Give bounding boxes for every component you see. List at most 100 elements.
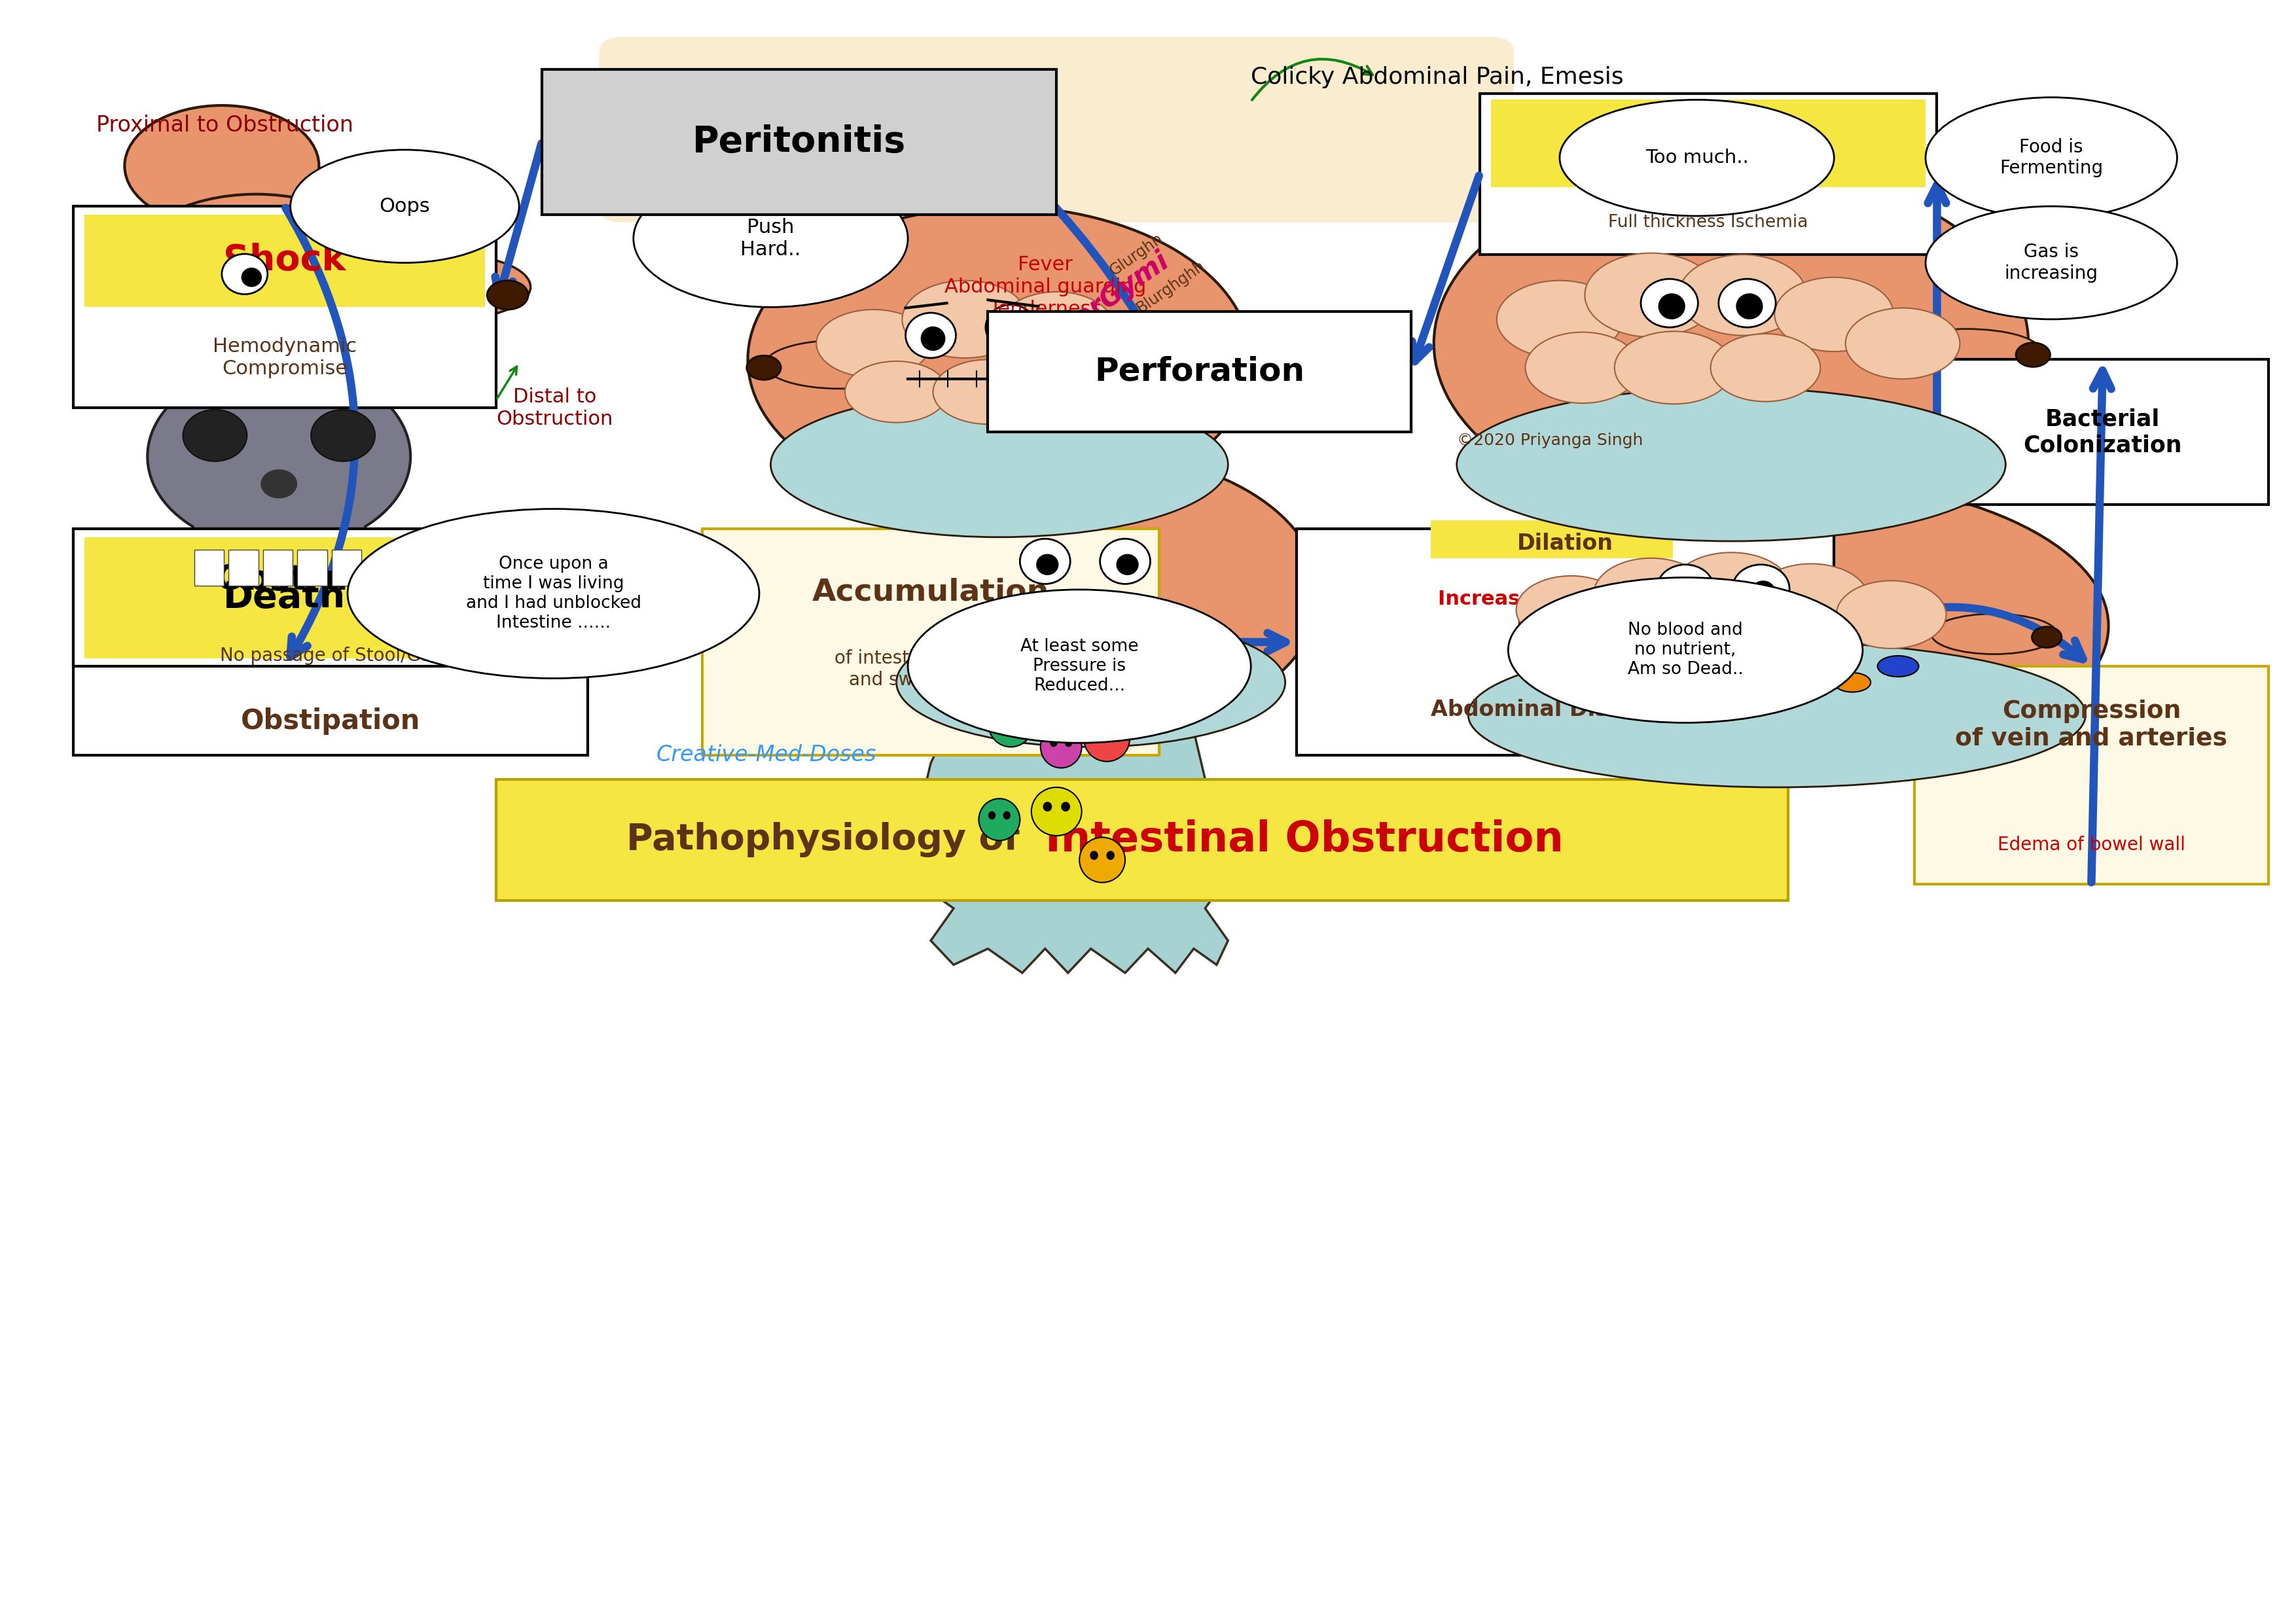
Ellipse shape (1100, 539, 1150, 584)
Ellipse shape (999, 292, 1114, 364)
Ellipse shape (1692, 649, 1727, 667)
Ellipse shape (1835, 672, 1871, 691)
Ellipse shape (154, 183, 289, 271)
Text: Intestinal Obstruction: Intestinal Obstruction (1045, 820, 1564, 860)
Text: Pathophysiology of: Pathophysiology of (627, 823, 1033, 857)
Ellipse shape (895, 618, 1286, 747)
Ellipse shape (1584, 253, 1717, 338)
Text: Abdominal Distension: Abdominal Distension (1430, 700, 1699, 721)
Ellipse shape (347, 510, 760, 678)
Ellipse shape (1042, 802, 1052, 812)
Text: Necrosis: Necrosis (1630, 127, 1786, 157)
FancyBboxPatch shape (73, 206, 496, 407)
Ellipse shape (765, 341, 914, 388)
Ellipse shape (487, 281, 528, 310)
Ellipse shape (1754, 563, 1869, 633)
Ellipse shape (1107, 850, 1114, 860)
Text: Push
Hard..: Push Hard.. (739, 217, 801, 260)
Ellipse shape (370, 255, 530, 320)
Ellipse shape (907, 589, 1251, 743)
Text: Blurghghh: Blurghghh (1134, 258, 1208, 316)
Ellipse shape (1456, 388, 2007, 540)
Text: Perforation: Perforation (1095, 355, 1304, 388)
Ellipse shape (147, 364, 411, 549)
Text: Colicky Abdominal Pain, Emesis: Colicky Abdominal Pain, Emesis (1251, 67, 1623, 88)
Ellipse shape (1878, 656, 1919, 677)
Ellipse shape (985, 305, 1035, 351)
FancyBboxPatch shape (703, 529, 1159, 755)
Text: Bacterial
Colonization: Bacterial Colonization (2023, 409, 2181, 456)
FancyBboxPatch shape (1938, 360, 2268, 505)
Ellipse shape (289, 149, 519, 263)
Text: Fever
Abdominal guarding
Tenderness: Fever Abdominal guarding Tenderness (944, 255, 1146, 318)
Text: Peritonitis: Peritonitis (693, 123, 907, 159)
Ellipse shape (1779, 675, 1821, 695)
Ellipse shape (1846, 308, 1961, 380)
Ellipse shape (902, 281, 1029, 359)
FancyBboxPatch shape (73, 529, 588, 755)
Ellipse shape (1720, 279, 1775, 328)
Text: Death: Death (223, 579, 347, 615)
Text: Hemodynamic
Compromise: Hemodynamic Compromise (214, 338, 356, 378)
Text: No blood and
no nutrient,
Am so Dead..: No blood and no nutrient, Am so Dead.. (1628, 622, 1743, 678)
Ellipse shape (124, 195, 388, 347)
Ellipse shape (1837, 581, 1947, 649)
Text: Distal to
Obstruction: Distal to Obstruction (496, 388, 613, 428)
Ellipse shape (1926, 206, 2177, 320)
Ellipse shape (921, 328, 944, 351)
FancyBboxPatch shape (85, 214, 484, 307)
Text: Loud Bowel Sounds: Loud Bowel Sounds (1091, 331, 1228, 437)
Ellipse shape (124, 105, 319, 227)
FancyBboxPatch shape (1915, 667, 2268, 885)
Ellipse shape (1731, 565, 1789, 613)
FancyBboxPatch shape (195, 550, 225, 586)
Ellipse shape (1084, 716, 1130, 761)
Ellipse shape (1658, 565, 1715, 613)
FancyBboxPatch shape (195, 467, 363, 532)
Ellipse shape (1019, 539, 1070, 584)
FancyBboxPatch shape (296, 550, 326, 586)
Ellipse shape (999, 712, 1006, 722)
Ellipse shape (1926, 97, 2177, 219)
Ellipse shape (987, 698, 1033, 747)
Ellipse shape (771, 391, 1228, 537)
Ellipse shape (1001, 320, 1024, 342)
Ellipse shape (310, 409, 374, 461)
Ellipse shape (1040, 725, 1081, 768)
FancyBboxPatch shape (599, 37, 1513, 222)
Ellipse shape (1559, 99, 1835, 216)
Ellipse shape (1593, 558, 1708, 630)
Text: No passage of Stool/Gas: No passage of Stool/Gas (220, 646, 441, 665)
FancyBboxPatch shape (331, 550, 360, 586)
Ellipse shape (1711, 334, 1821, 401)
Ellipse shape (1467, 643, 2085, 787)
Ellipse shape (1111, 730, 1118, 738)
Ellipse shape (1736, 294, 1761, 318)
FancyBboxPatch shape (1479, 93, 1938, 255)
Text: Accumulation: Accumulation (813, 578, 1049, 607)
Ellipse shape (2032, 626, 2062, 648)
FancyBboxPatch shape (496, 779, 1789, 901)
Ellipse shape (1049, 738, 1058, 747)
Text: Compression
of vein and arteries: Compression of vein and arteries (1956, 700, 2227, 750)
Ellipse shape (1015, 712, 1024, 722)
Ellipse shape (177, 518, 381, 605)
Ellipse shape (1678, 255, 1807, 336)
Ellipse shape (1671, 552, 1791, 625)
Text: Once upon a
time I was living
and I had unblocked
Intestine ......: Once upon a time I was living and I had … (466, 555, 641, 631)
Polygon shape (907, 674, 1228, 972)
Ellipse shape (1892, 329, 2041, 375)
Ellipse shape (861, 453, 1320, 735)
Ellipse shape (1097, 312, 1199, 377)
Ellipse shape (1497, 281, 1623, 359)
Ellipse shape (1775, 278, 1894, 352)
Ellipse shape (746, 355, 781, 380)
Ellipse shape (1642, 279, 1699, 328)
FancyBboxPatch shape (1297, 529, 1835, 755)
Ellipse shape (932, 360, 1042, 424)
Text: of intestinal contents
and swallowed air: of intestinal contents and swallowed air (836, 649, 1026, 688)
Ellipse shape (1752, 581, 1775, 602)
Text: BorBorGymi: BorBorGymi (1008, 247, 1173, 375)
Ellipse shape (1003, 812, 1010, 820)
FancyBboxPatch shape (264, 550, 292, 586)
